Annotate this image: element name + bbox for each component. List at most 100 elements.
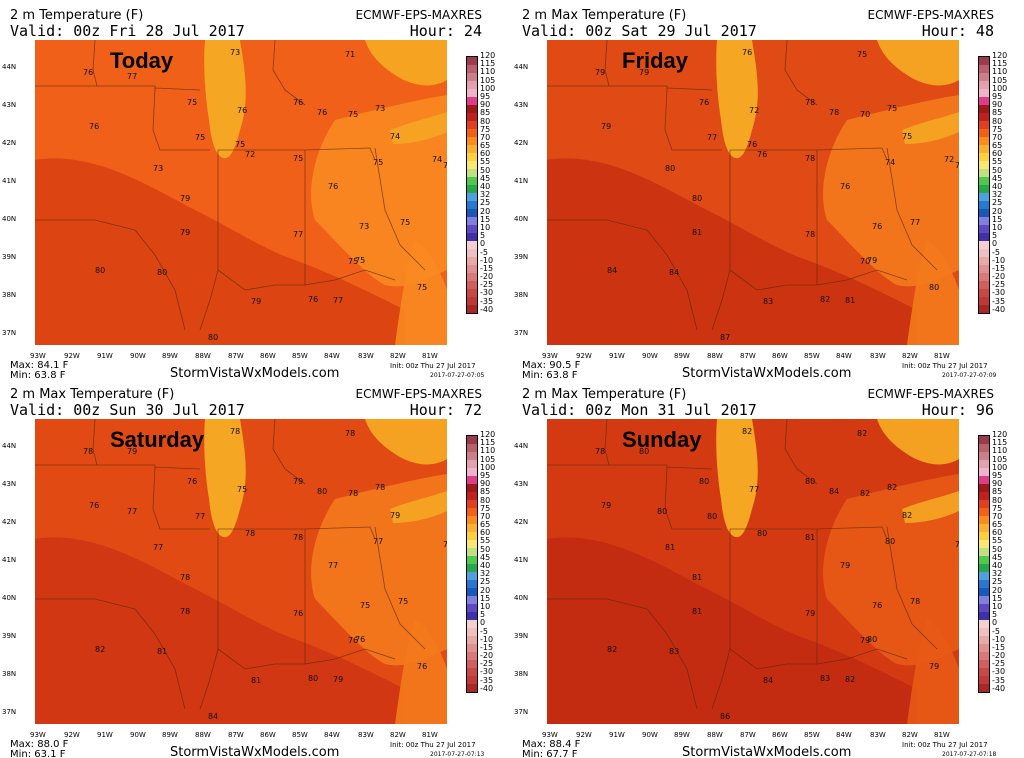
temperature-value: 76: [757, 150, 768, 159]
color-scale-label: 0: [480, 618, 486, 628]
color-swatch: [979, 628, 989, 636]
color-swatch: [979, 265, 989, 273]
color-scale-label: 20: [992, 206, 1003, 216]
longitude-label: 83W: [358, 352, 374, 360]
color-swatch: [467, 105, 477, 113]
color-scale-label: 115: [480, 438, 496, 448]
temperature-value: 86: [720, 712, 731, 721]
color-scale-label: 70: [992, 511, 1003, 521]
longitude-label: 86W: [260, 352, 276, 360]
color-scale-label: -35: [992, 675, 1006, 685]
temperature-value: 76: [328, 182, 339, 191]
latitude-label: 38N: [2, 291, 17, 299]
color-swatch: [467, 668, 477, 676]
min-value: Min: 63.8 F: [522, 370, 578, 379]
temperature-value: 78: [180, 607, 191, 616]
color-scale-label: 85: [480, 487, 491, 497]
map-panel: 2 m Max Temperature (F) Valid: 00z Sun 30…: [0, 379, 512, 758]
temperature-value: 83: [820, 674, 831, 683]
color-swatch: [467, 540, 477, 548]
longitude-label: 85W: [804, 731, 820, 739]
temperature-value: 79: [293, 477, 304, 486]
temperature-value: 79: [251, 297, 262, 306]
longitude-label: 83W: [870, 731, 886, 739]
longitude-label: 88W: [707, 352, 723, 360]
longitude-label: 82W: [902, 352, 918, 360]
color-scale-label: -10: [992, 634, 1006, 644]
temperature-value: 75: [373, 158, 384, 167]
longitude-label: 88W: [195, 731, 211, 739]
color-swatch: [979, 65, 989, 73]
longitude-label: 86W: [772, 352, 788, 360]
temperature-value: 79: [601, 122, 612, 131]
color-scale-label: 115: [992, 59, 1008, 69]
color-scale-label: -40: [992, 683, 1006, 693]
color-scale-label: -30: [992, 288, 1006, 298]
color-swatch: [979, 604, 989, 612]
color-swatch: [467, 81, 477, 89]
color-scale-label: 115: [480, 59, 496, 69]
color-scale-label: -10: [992, 255, 1006, 265]
temperature-value: 78: [595, 447, 606, 456]
color-scale-label: 10: [480, 222, 491, 232]
temperature-value: 81: [692, 607, 703, 616]
color-scale-label: 100: [480, 83, 496, 93]
longitude-label: 84W: [324, 352, 340, 360]
color-scale-label: 55: [480, 157, 491, 167]
temperature-value: 78: [345, 429, 356, 438]
temperature-value: 76: [237, 106, 248, 115]
color-scale-label: -40: [480, 683, 494, 693]
color-swatch: [979, 564, 989, 572]
longitude-label: 86W: [260, 731, 276, 739]
color-scale-label: 20: [480, 585, 491, 595]
color-swatch: [979, 217, 989, 225]
color-swatch: [979, 97, 989, 105]
temperature-value: 78: [180, 573, 191, 582]
color-swatch: [467, 145, 477, 153]
temperature-value: 73: [375, 104, 386, 113]
longitude-label: 89W: [674, 352, 690, 360]
max-value: Max: 90.5 F: [522, 360, 581, 371]
color-swatch: [467, 436, 477, 444]
color-scale-label: 120: [992, 51, 1008, 60]
color-swatch: [979, 612, 989, 620]
longitude-label: 91W: [609, 352, 625, 360]
color-swatch: [979, 289, 989, 297]
temperature-value: 75: [187, 98, 198, 107]
init-time: Init: 00z Thu 27 Jul 2017: [902, 741, 988, 749]
color-swatch: [467, 460, 477, 468]
color-scale-label: 80: [992, 495, 1003, 505]
color-swatch: [979, 169, 989, 177]
temperature-value: 79: [180, 228, 191, 237]
color-scale-label: 5: [992, 610, 998, 620]
color-swatch: [979, 556, 989, 564]
valid-time: Valid: 00z Sun 30 Jul 2017: [10, 401, 245, 419]
temperature-value: 80: [317, 487, 328, 496]
valid-time: Valid: 00z Sat 29 Jul 2017: [522, 22, 757, 40]
panel-title: 2 m Temperature (F): [10, 8, 144, 23]
max-value: Max: 88.0 F: [10, 739, 69, 750]
color-swatch: [979, 161, 989, 169]
latitude-label: 41N: [2, 177, 17, 185]
color-scale-label: -30: [480, 667, 494, 677]
color-swatch: [979, 684, 989, 692]
color-swatch: [467, 684, 477, 692]
color-swatch: [467, 289, 477, 297]
color-scale-label: 75: [480, 124, 491, 134]
temperature-value: 72: [749, 106, 760, 115]
temperature-value: 72: [245, 150, 256, 159]
color-swatch: [467, 652, 477, 660]
color-scale-label: 5: [480, 231, 486, 241]
temperature-map: 8282788080808482827779808280808180747781…: [547, 419, 959, 724]
longitude-label: 84W: [836, 731, 852, 739]
temperature-value: 75: [902, 132, 913, 141]
forecast-hour: Hour: 72: [409, 401, 482, 419]
color-scale-label: 100: [992, 462, 1008, 472]
color-scale-label: 90: [480, 100, 491, 110]
map-canvas: [547, 419, 959, 724]
color-scale-label: 65: [992, 520, 1003, 530]
color-swatch: [979, 89, 989, 97]
color-scale-label: 75: [480, 503, 491, 513]
color-scale-label: -15: [480, 263, 494, 273]
color-swatch: [979, 588, 989, 596]
